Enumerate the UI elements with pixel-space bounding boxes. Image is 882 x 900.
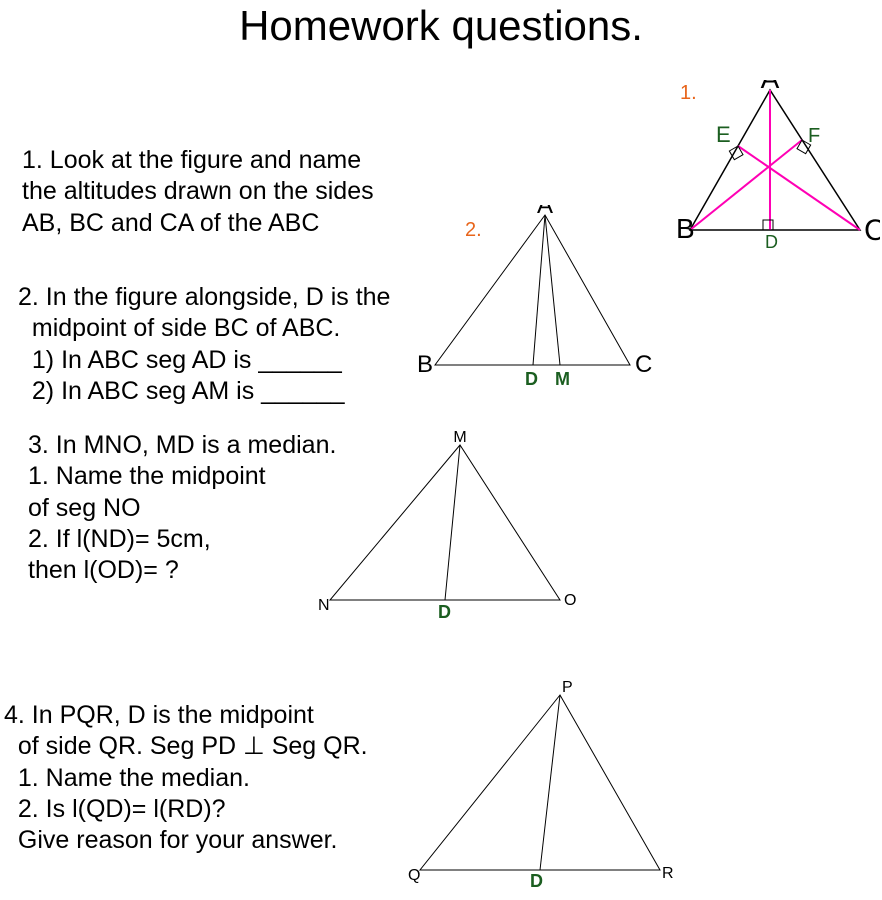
q4-label-P: P xyxy=(562,680,573,696)
q1-label-E: E xyxy=(716,122,731,147)
q2-label-A: A xyxy=(537,205,553,219)
q4-figure: P Q R D xyxy=(400,680,680,890)
q4-label-Q: Q xyxy=(408,867,420,884)
q1-text: 1. Look at the figure and name the altit… xyxy=(22,145,374,239)
q1-label-D: D xyxy=(765,232,778,252)
q3-figure: M N O D xyxy=(310,430,590,625)
q1-label-F: F xyxy=(808,125,820,147)
q1-label-C: C xyxy=(864,214,880,247)
q1-label-B: B xyxy=(676,213,695,244)
q2-label-D: D xyxy=(525,369,538,389)
q3-label-M: M xyxy=(453,430,466,446)
q4-label-D: D xyxy=(530,871,543,890)
q4-label-R: R xyxy=(662,865,674,882)
q2-label-B: B xyxy=(417,351,433,378)
q1-figure: A B C D E F xyxy=(660,80,880,255)
q3-label-O: O xyxy=(564,592,576,609)
q2-figure: A B C D M xyxy=(415,205,665,400)
q2-label-C: C xyxy=(635,351,652,378)
q3-label-D: D xyxy=(438,602,451,622)
q2-text: 2. In the figure alongside, D is the mid… xyxy=(18,282,390,407)
page-title: Homework questions. xyxy=(0,2,882,50)
q2-label-M: M xyxy=(555,369,570,389)
q4-text: 4. In PQR, D is the midpoint of side QR.… xyxy=(4,700,368,856)
q1-label-A: A xyxy=(761,80,780,94)
q3-label-N: N xyxy=(318,597,330,614)
q3-text: 3. In MNO, MD is a median. 1. Name the m… xyxy=(28,430,336,586)
